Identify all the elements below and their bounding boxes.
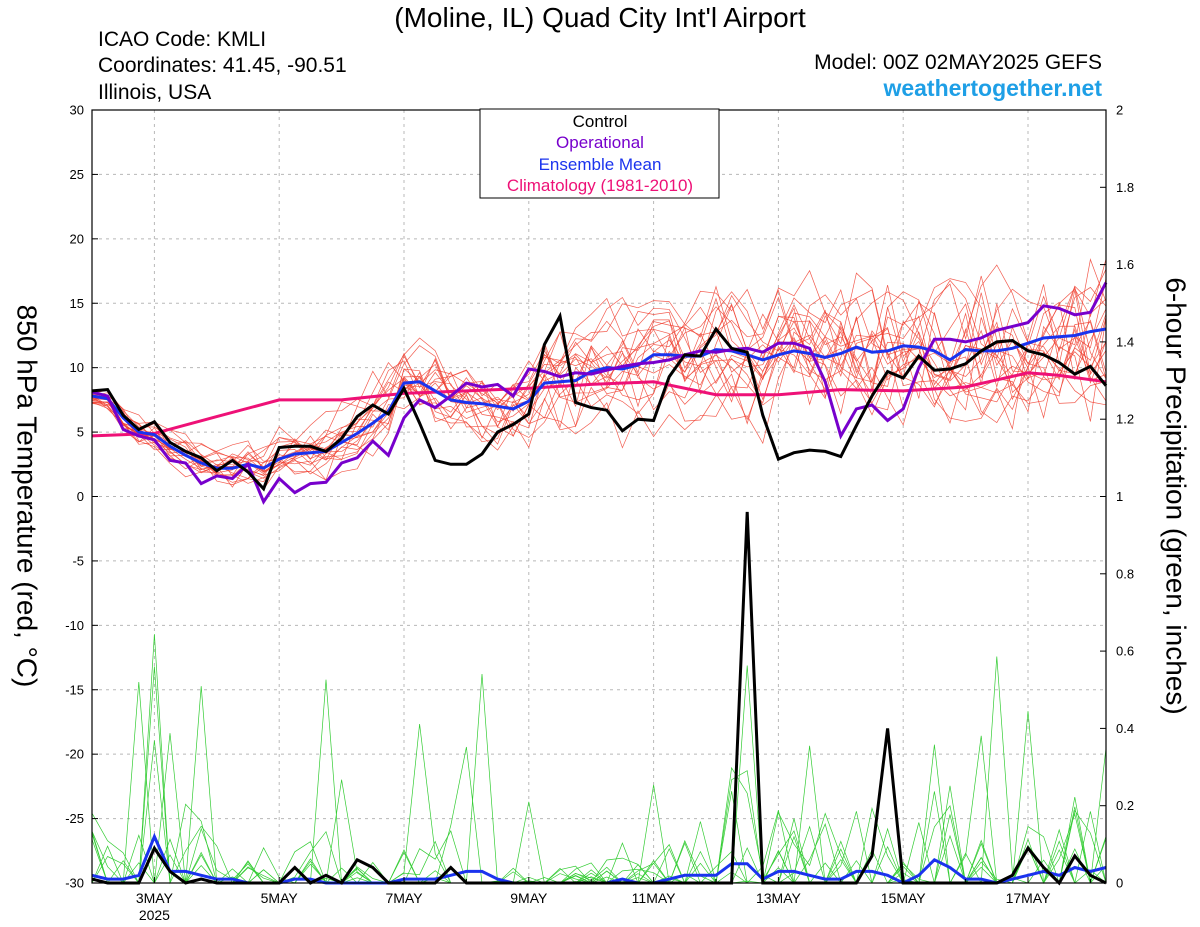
x-tick-label: 3MAY: [136, 890, 174, 906]
precipitation-ensemble-members: [91, 634, 1107, 885]
y-tick-label: 10: [70, 360, 84, 375]
y-tick-label: 5: [77, 425, 84, 440]
precipitation-member-line: [92, 665, 1106, 885]
y-tick-label: -5: [72, 553, 84, 568]
legend: Control Operational Ensemble Mean Climat…: [479, 108, 720, 199]
precipitation-member-line: [91, 666, 1107, 885]
coordinates-label: Coordinates: 41.45, -90.51: [98, 54, 347, 77]
y-tick-label: 30: [70, 103, 84, 118]
x-tick-label: 5MAY: [261, 890, 299, 906]
x-tick-label: 15MAY: [881, 890, 927, 906]
model-run-label: Model: 00Z 02MAY2025 GEFS: [814, 51, 1102, 74]
precipitation-member-line: [91, 656, 1107, 884]
left-axis: 30 25 20 15 10 5 0 -5 -10 -15 -20 -25 -30: [65, 103, 98, 891]
y2-tick-label: 2: [1116, 103, 1123, 118]
y2-tick-label: 0.8: [1116, 566, 1134, 581]
precipitation-member-line: [92, 828, 1106, 884]
y-tick-label: -30: [65, 876, 84, 891]
precipitation-member-line: [91, 673, 1107, 884]
y-tick-label: 25: [70, 167, 84, 182]
temperature-member-line: [91, 320, 1107, 481]
temperature-member-line: [91, 258, 1107, 481]
precipitation-member-line: [91, 745, 1106, 884]
y-tick-label: -20: [65, 747, 84, 762]
precipitation-member-line: [92, 711, 1107, 884]
precipitation-member-line: [91, 747, 1107, 884]
precipitation-control-line: [91, 511, 1107, 886]
y2-tick-label: 1.2: [1116, 412, 1134, 427]
right-axis-title: 6-hour Precipitation (green, inches): [1161, 277, 1192, 714]
x-tick-label: 13MAY: [756, 890, 802, 906]
site-watermark[interactable]: weathertogether.net: [883, 75, 1102, 101]
y2-tick-label: 0.2: [1116, 798, 1134, 813]
temperature-control-line: [91, 311, 1108, 492]
y-tick-label: 15: [70, 296, 84, 311]
y2-tick-label: 1.6: [1116, 257, 1134, 272]
temperature-member-line: [91, 297, 1107, 488]
temperature-member-line: [91, 285, 1107, 476]
x-tick-sublabel: 2025: [139, 907, 170, 923]
y-tick-label: -25: [65, 811, 84, 826]
y2-tick-label: 0.4: [1116, 721, 1134, 736]
temperature-member-line: [91, 278, 1107, 485]
temperature-member-line: [91, 269, 1107, 470]
y-tick-label: -10: [65, 618, 84, 633]
precipitation-member-line: [92, 634, 1106, 884]
temperature-member-line: [91, 285, 1107, 477]
x-tick-label: 7MAY: [385, 890, 423, 906]
precipitation-member-line: [91, 723, 1107, 884]
temperature-member-line: [91, 272, 1107, 483]
x-tick-label: 17MAY: [1006, 890, 1052, 906]
left-axis-title: 850 hPa Temperature (red, °C): [12, 305, 43, 688]
y-tick-label: 0: [77, 489, 84, 504]
grid: [92, 110, 1106, 883]
y2-tick-label: 1.4: [1116, 334, 1134, 349]
chart-title: (Moline, IL) Quad City Int'l Airport: [394, 2, 806, 33]
region-label: Illinois, USA: [98, 81, 212, 104]
x-tick-label: 9MAY: [510, 890, 548, 906]
temperature-ensemble-mean-line: [91, 327, 1107, 470]
x-tick-label: 11MAY: [632, 890, 676, 906]
temperature-member-line: [91, 284, 1107, 474]
right-axis: 2 1.8 1.6 1.4 1.2 1 0.8 0.6 0.4 0.2 0: [1100, 103, 1134, 891]
temperature-ensemble-members: [91, 258, 1107, 490]
legend-control: Control: [573, 112, 628, 131]
temperature-member-line: [91, 292, 1107, 484]
legend-climatology: Climatology (1981-2010): [507, 176, 693, 195]
y2-tick-label: 1: [1116, 489, 1123, 504]
icao-code-label: ICAO Code: KMLI: [98, 28, 267, 51]
temperature-member-line: [91, 279, 1107, 470]
legend-box: [479, 108, 720, 199]
temperature-member-line: [91, 296, 1107, 476]
temperature-member-line: [91, 298, 1107, 472]
y2-tick-label: 1.8: [1116, 180, 1134, 195]
climatology-line: [91, 371, 1107, 438]
y-tick-label: 20: [70, 231, 84, 246]
temperature-operational-line: [91, 281, 1108, 505]
temperature-member-line: [91, 278, 1107, 477]
temperature-member-line: [91, 275, 1107, 479]
y-tick-label: -15: [65, 682, 84, 697]
legend-ensemble-mean: Ensemble Mean: [539, 155, 662, 174]
legend-operational: Operational: [556, 133, 644, 152]
y2-tick-label: 0: [1116, 876, 1123, 891]
y2-tick-label: 0.6: [1116, 644, 1134, 659]
